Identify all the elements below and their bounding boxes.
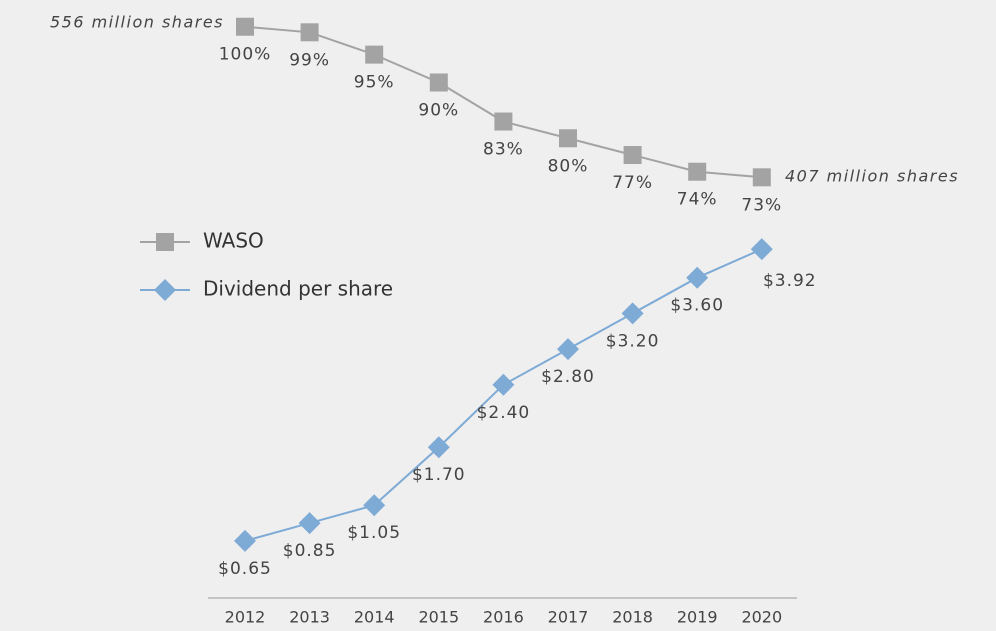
data-label: $2.40 [477,403,531,423]
x-tick-label: 2013 [289,608,330,627]
data-label: $3.20 [606,331,660,351]
marker [688,162,707,181]
marker [494,112,513,131]
legend-label: WASO [203,229,264,253]
x-tick-label: 2016 [483,608,524,627]
marker [234,529,256,552]
x-tick-label: 2019 [677,608,718,627]
data-label: 77% [612,173,653,193]
marker [300,23,319,42]
data-label: 90% [418,101,459,121]
x-tick-label: 2020 [741,608,782,627]
data-label: 80% [548,156,589,176]
x-tick-label: 2017 [548,608,589,627]
legend-label: Dividend per share [203,277,393,301]
data-label: $0.85 [283,541,337,561]
marker [686,266,709,289]
data-label: 74% [677,190,718,210]
x-tick-label: 2018 [612,608,653,627]
marker [623,146,642,164]
marker [363,494,386,517]
x-tick-label: 2014 [354,608,395,627]
marker [557,338,579,361]
data-label: $3.60 [670,296,724,316]
data-label: 73% [741,195,782,215]
x-tick-label: 2012 [225,608,266,627]
marker [154,279,176,301]
data-label: 100% [219,45,272,65]
data-label: $1.70 [412,465,466,485]
marker [156,233,174,251]
marker [492,373,515,396]
marker [236,17,254,36]
data-label: $3.92 [763,271,817,291]
marker [365,45,384,64]
marker [750,238,773,261]
data-label: $1.05 [347,523,401,543]
data-label: 83% [483,140,524,160]
data-label: $2.80 [541,367,595,387]
annotation: 407 million shares [785,167,959,186]
data-label: $0.65 [218,559,272,579]
marker [621,302,644,325]
marker [298,512,321,535]
data-label: 95% [354,73,395,93]
x-tick-label: 2015 [418,608,459,627]
data-label: 99% [289,50,330,70]
annotation: 556 million shares [50,13,224,32]
marker [752,168,771,187]
marker [429,73,448,92]
marker [559,129,577,148]
marker [427,436,450,459]
